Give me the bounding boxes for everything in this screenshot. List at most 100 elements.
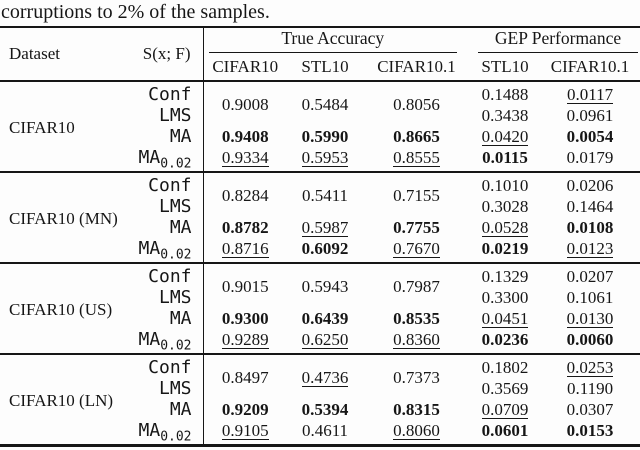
results-table: Dataset S(x; F) True Accuracy GEP Perfor…: [0, 26, 640, 447]
cell-value: 0.5943: [301, 277, 349, 296]
cell-value: 0.7987: [393, 277, 440, 296]
true-accuracy-group-label: True Accuracy: [208, 28, 458, 53]
table-row: MA 0.9300 0.6439 0.8535 0.0451 0.0130: [0, 308, 640, 329]
cell-value: 0.8315: [393, 399, 440, 419]
cell-value: 0.0207: [566, 266, 614, 286]
cell-value: 0.9008: [221, 95, 269, 114]
cell-acc-stl10: 0.6092: [287, 238, 363, 263]
cell-value: 0.5953: [301, 147, 349, 167]
dataset-label: CIFAR10 (LN): [9, 390, 114, 410]
cell-value: 0.9334: [221, 147, 269, 167]
cell-acc-cifar101: 0.8056: [363, 81, 470, 126]
cell-value: 0.0117: [566, 84, 614, 104]
cell-acc-cifar101: 0.8360: [363, 329, 470, 354]
method-label-lms: LMS: [158, 287, 192, 308]
cell-acc-cifar10: 0.8497: [202, 354, 287, 399]
cell-acc-cifar101: 0.8665: [363, 126, 470, 147]
cell-value: 0.0153: [566, 420, 614, 440]
cell-gep-cifar101: 0.1464: [540, 196, 640, 217]
method-base: MA: [138, 329, 161, 350]
cell-acc-stl10: 0.5987: [287, 217, 363, 238]
method-base: MA: [138, 238, 161, 259]
col-header-acc-stl10: STL10: [301, 56, 349, 76]
cell-gep-stl10: 0.0451: [470, 308, 540, 329]
cell-value: 0.1329: [481, 266, 529, 286]
cell-value: 0.1190: [566, 378, 614, 398]
cell-gep-cifar101: 0.0253: [540, 354, 640, 378]
cell-gep-cifar101: 0.0961: [540, 105, 640, 126]
cell-value: 0.8665: [393, 126, 440, 146]
cell-value: 0.8555: [393, 147, 440, 167]
cell-value: 0.8497: [221, 368, 269, 387]
cell-value: 0.9408: [221, 126, 269, 146]
table-header: Dataset S(x; F) True Accuracy GEP Perfor…: [0, 27, 640, 81]
cell-acc-cifar101: 0.7670: [363, 238, 470, 263]
cell-value: 0.3028: [481, 196, 529, 216]
cell-value: 0.0236: [481, 329, 529, 349]
header-subcolumn-row: CIFAR10 STL10 CIFAR10.1 STL10 CIFAR10.1: [0, 53, 640, 81]
cell-acc-cifar101: 0.7755: [363, 217, 470, 238]
table-row: CIFAR10 (MN) Conf 0.8284 0.5411 0.7155 0…: [0, 172, 640, 228]
table-row: MA0.02 0.9289 0.6250 0.8360 0.0236 0.006…: [0, 329, 640, 354]
cell-acc-cifar10: 0.9105: [202, 420, 287, 446]
cell-value: 0.8716: [221, 238, 269, 258]
table-row: CIFAR10 Conf 0.9008 0.5484 0.8056 0.1488…: [0, 81, 640, 137]
cell-acc-stl10: 0.4736: [287, 354, 363, 399]
cell-acc-cifar10: 0.9289: [202, 329, 287, 354]
cell-value: 0.0130: [566, 308, 614, 328]
cell-acc-stl10: 0.5411: [287, 172, 363, 217]
cell-value: 0.6092: [301, 238, 349, 258]
cell-acc-cifar10: 0.9408: [202, 126, 287, 147]
cell-gep-cifar101: 0.0307: [540, 399, 640, 420]
method-label-ma-002: MA0.02: [118, 329, 203, 354]
cell-gep-cifar101: 0.0060: [540, 329, 640, 354]
dataset-label: CIFAR10 (MN): [9, 208, 118, 228]
cell-gep-cifar101: 0.0108: [540, 217, 640, 238]
cell-acc-cifar101: 0.8555: [363, 147, 470, 172]
dataset-block-cifar10-mn: CIFAR10 (MN) Conf 0.8284 0.5411 0.7155 0…: [0, 172, 640, 263]
cell-gep-cifar101: 0.1190: [540, 378, 640, 399]
cell-value: 0.0054: [566, 126, 614, 146]
cell-value: 0.0219: [481, 238, 529, 258]
table-row: LMS 0.3300 0.1061: [0, 287, 640, 308]
cell-value: 0.8360: [393, 329, 440, 349]
cell-value: 0.8782: [221, 217, 269, 237]
method-label-conf: Conf: [148, 357, 192, 378]
table-row: LMS 0.3569 0.1190: [0, 378, 640, 399]
cell-acc-cifar10: 0.8782: [202, 217, 287, 238]
method-label-lms: LMS: [158, 378, 192, 399]
col-group-true-accuracy: True Accuracy: [202, 27, 471, 53]
cell-value: 0.0601: [481, 420, 529, 440]
cell-value: 0.7373: [393, 368, 440, 387]
cell-gep-stl10: 0.3028: [470, 196, 540, 217]
dataset-label: CIFAR10: [9, 117, 75, 137]
cell-gep-stl10: 0.0709: [470, 399, 540, 420]
cell-acc-cifar10: 0.9015: [202, 263, 287, 308]
dataset-block-cifar10: CIFAR10 Conf 0.9008 0.5484 0.8056 0.1488…: [0, 81, 640, 172]
method-label-conf: Conf: [148, 84, 192, 105]
cell-value: 0.0108: [566, 217, 614, 237]
table-row: MA 0.8782 0.5987 0.7755 0.0528 0.0108: [0, 217, 640, 238]
method-subscript: 0.02: [160, 247, 192, 263]
cell-value: 0.7670: [393, 238, 440, 258]
cell-gep-cifar101: 0.0153: [540, 420, 640, 446]
cell-value: 0.9300: [221, 308, 269, 328]
cell-acc-cifar10: 0.8284: [202, 172, 287, 217]
cell-acc-cifar101: 0.8315: [363, 399, 470, 420]
caption-text: corruptions to 2% of the samples.: [1, 1, 270, 23]
cell-value: 0.8284: [221, 186, 269, 205]
cell-gep-stl10: 0.0236: [470, 329, 540, 354]
table-row: CIFAR10 (US) Conf 0.9015 0.5943 0.7987 0…: [0, 263, 640, 319]
cell-value: 0.3569: [481, 378, 529, 398]
method-label-ma-002: MA0.02: [118, 420, 203, 446]
cell-acc-cifar101: 0.7155: [363, 172, 470, 217]
cell-acc-cifar101: 0.7987: [363, 263, 470, 308]
cell-value: 0.0060: [566, 329, 614, 349]
cell-value: 0.6439: [301, 308, 349, 328]
cell-gep-cifar101: 0.0123: [540, 238, 640, 263]
method-label-conf: Conf: [148, 266, 192, 287]
method-label-lms: LMS: [158, 105, 192, 126]
method-subscript: 0.02: [160, 156, 192, 172]
cell-acc-stl10: 0.5990: [287, 126, 363, 147]
method-base: MA: [138, 147, 161, 168]
